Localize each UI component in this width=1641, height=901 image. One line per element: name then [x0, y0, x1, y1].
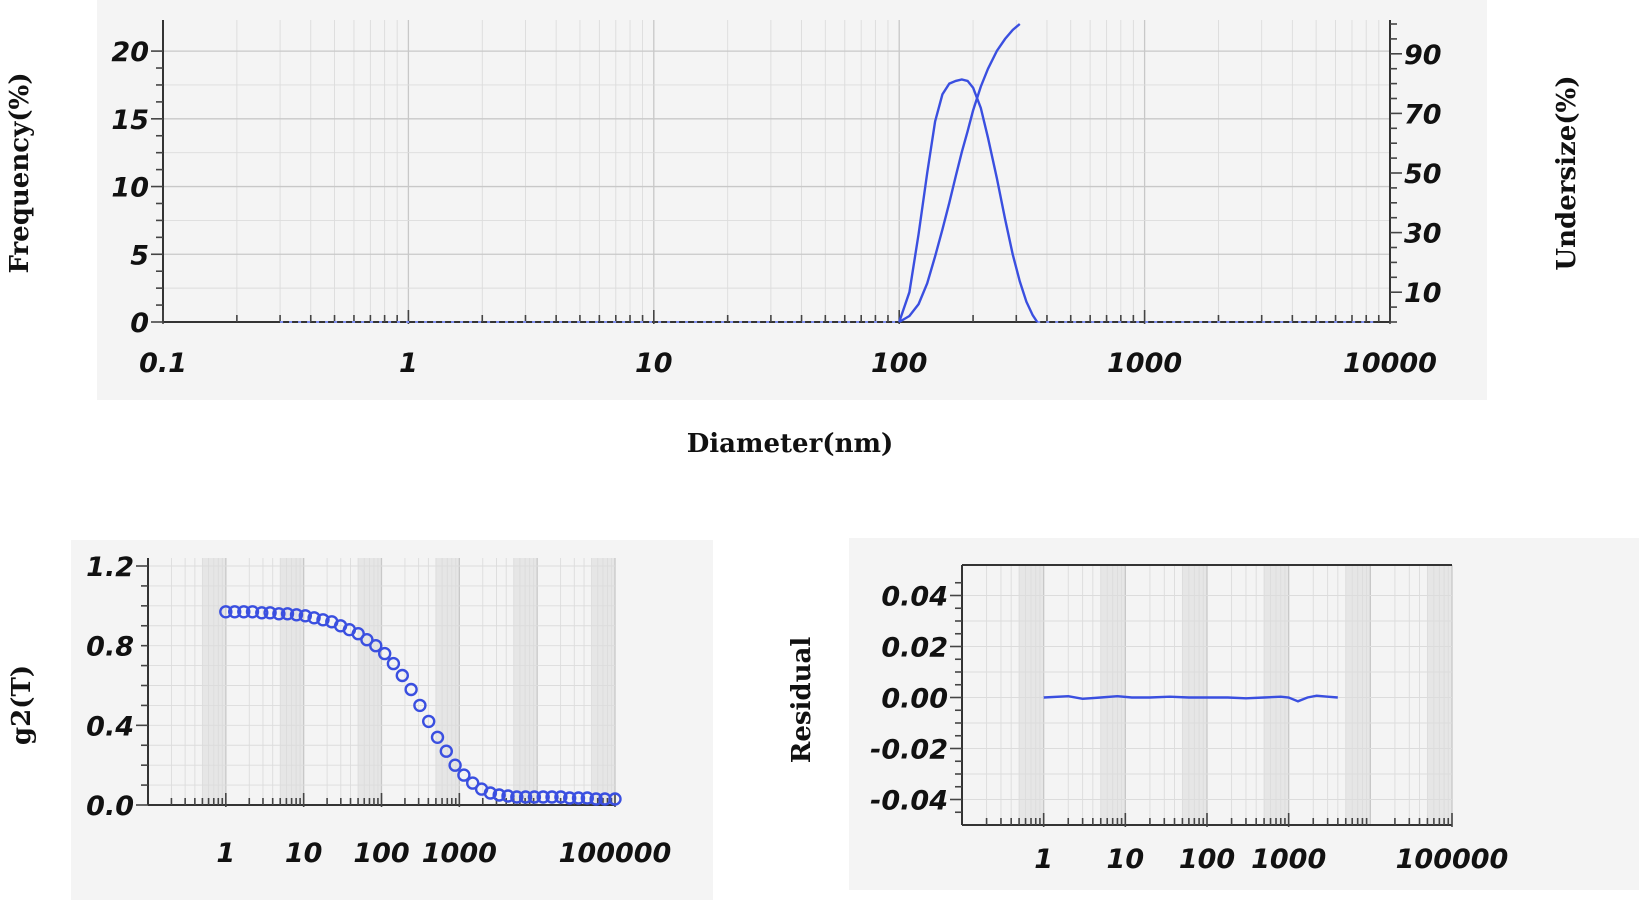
g2-data-point	[413, 698, 427, 713]
g2-data-point	[466, 776, 480, 790]
correlation-x-tick-label: 10	[285, 838, 323, 869]
size-distribution-x-tick-label: 10000	[1343, 348, 1437, 379]
g2-data-point	[369, 639, 383, 653]
g2-data-point	[608, 792, 622, 806]
residual-y-tick-label: 0.00	[881, 684, 948, 715]
g2-data-point	[386, 656, 401, 671]
correlation-ticks: 1 10 100 1000 100000 0.0 0.4 0.8 1.2	[86, 552, 671, 869]
correlation-x-tick-label: 1	[216, 838, 235, 869]
residual-y-tick-label: -0.04	[870, 786, 948, 817]
undersize-curve	[898, 23, 1021, 324]
correlation-x-tick-label: 100000	[559, 838, 672, 869]
g2-data-point	[227, 605, 242, 619]
size-distribution-y2-tick-label: 90	[1404, 40, 1442, 71]
g2-data-point	[237, 605, 251, 619]
residual-x-tick-label: 100000	[1396, 844, 1509, 875]
correlation-y-tick-label: 0.8	[86, 632, 134, 663]
size-distribution-right-axis-title: Undersize(%)	[1552, 75, 1582, 270]
size-distribution-x-tick-label: 1	[399, 348, 418, 379]
size-distribution-y-tick-label: 10	[111, 173, 149, 204]
residual-x-tick-label: 1	[1034, 844, 1053, 875]
size-distribution-y2-tick-label: 50	[1404, 159, 1442, 190]
g2-data-point	[439, 744, 453, 758]
size-distribution-x-tick-label: 100	[871, 348, 927, 379]
frequency-curve	[898, 78, 1039, 323]
g2-data-point	[501, 789, 515, 803]
g2-data-point	[492, 788, 506, 802]
residual-chart: 1 10 100 1000 100000 -0.04 -0.02 0.00 0.02 0.04 R…	[787, 538, 1639, 890]
correlation-y-tick-label: 0.4	[86, 711, 134, 742]
g2-data-point	[536, 790, 550, 804]
size-distribution-panel	[97, 0, 1487, 400]
residual-y-tick-label: 0.04	[881, 582, 948, 613]
size-distribution-x-tick-label: 10	[635, 348, 673, 379]
residual-y-axis-title: Residual	[787, 637, 817, 764]
g2-data-point	[280, 607, 295, 621]
residual-grid	[961, 565, 1453, 825]
g2-data-point	[255, 606, 269, 620]
g2-data-point	[360, 633, 374, 647]
g2-data-point	[307, 611, 321, 625]
residual-y-tick-label: 0.02	[881, 633, 948, 664]
size-distribution-y-tick-label: 20	[111, 37, 149, 68]
residual-x-tick-label: 100	[1179, 844, 1235, 875]
g2-data-point	[518, 790, 533, 804]
size-distribution-left-axis-title: Frequency(%)	[5, 72, 35, 273]
g2-data-point	[263, 606, 277, 620]
size-distribution-grid	[162, 20, 1391, 322]
g2-data-point	[545, 790, 559, 804]
size-distribution-ticks: 0.1 1 10 100 1000 10000 0 5 10 15 20 10 30 50 70 90	[111, 23, 1442, 379]
size-distribution-x-tick-label: 0.1	[139, 348, 187, 379]
g2-data-point	[554, 790, 568, 804]
g2-data-point	[563, 791, 577, 805]
g2-data-point	[404, 682, 418, 697]
g2-data-point	[580, 791, 594, 805]
size-distribution-chart: 0.1 1 10 100 1000 10000 0 5 10 15 20 10 30 50 70 90 Dia…	[5, 0, 1582, 459]
correlation-x-tick-label: 1000	[422, 838, 497, 869]
residual-ticks: 1 10 100 1000 100000 -0.04 -0.02 0.00 0.02 0.04	[870, 582, 1508, 876]
g2-data-point	[219, 605, 233, 619]
correlation-chart: 1 10 100 1000 100000 0.0 0.4 0.8 1.2 g2(T)	[7, 540, 713, 900]
residual-panel	[849, 538, 1639, 890]
g2-data-point	[316, 613, 330, 627]
size-distribution-series	[280, 23, 1379, 324]
size-distribution-y-tick-label: 15	[111, 105, 149, 136]
residual-series	[1043, 694, 1338, 703]
g2-data-point	[298, 609, 312, 623]
g2-data-point	[378, 646, 392, 661]
size-distribution-y-tick-label: 0	[130, 308, 149, 339]
size-distribution-y2-tick-label: 70	[1404, 99, 1442, 130]
size-distribution-y2-tick-label: 10	[1404, 278, 1442, 309]
correlation-y-tick-label: 1.2	[86, 552, 134, 583]
size-distribution-y2-tick-label: 30	[1404, 219, 1442, 250]
g2-data-point	[448, 758, 462, 772]
size-distribution-y-tick-label: 5	[130, 240, 149, 271]
correlation-grid	[147, 558, 616, 805]
g2-data-point	[422, 714, 436, 729]
residual-y-tick-label: -0.02	[870, 735, 948, 766]
correlation-y-tick-label: 0.0	[86, 791, 134, 822]
g2-data-point	[395, 668, 409, 683]
g2-data-point	[571, 791, 586, 805]
g2-data-point	[527, 790, 542, 804]
correlation-series	[219, 605, 622, 806]
correlation-y-axis-title: g2(T)	[7, 665, 37, 745]
size-distribution-x-axis-title: Diameter(nm)	[687, 429, 894, 459]
g2-data-point	[589, 792, 603, 806]
g2-data-point	[430, 730, 445, 744]
correlation-x-tick-label: 100	[353, 838, 409, 869]
residual-curve	[1043, 694, 1338, 703]
g2-data-point	[272, 607, 286, 621]
g2-data-point	[483, 786, 498, 800]
g2-data-point	[289, 608, 304, 622]
g2-data-point	[351, 627, 365, 641]
g2-data-point	[245, 605, 260, 619]
g2-data-point	[457, 768, 471, 782]
g2-data-point	[510, 790, 524, 804]
residual-x-tick-label: 1000	[1251, 844, 1326, 875]
residual-x-tick-label: 10	[1107, 844, 1145, 875]
size-distribution-x-tick-label: 1000	[1107, 348, 1182, 379]
